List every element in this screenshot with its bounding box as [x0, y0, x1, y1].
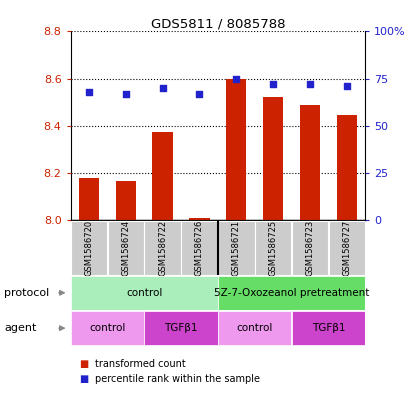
Point — [196, 90, 203, 97]
Bar — [255, 220, 291, 275]
Bar — [218, 220, 254, 275]
Text: protocol: protocol — [4, 288, 49, 298]
Text: GSM1586725: GSM1586725 — [269, 220, 278, 275]
Bar — [71, 276, 218, 310]
Bar — [189, 218, 210, 220]
Bar — [292, 220, 328, 275]
Title: GDS5811 / 8085788: GDS5811 / 8085788 — [151, 17, 285, 30]
Text: control: control — [126, 288, 162, 298]
Bar — [329, 220, 365, 275]
Point — [270, 81, 276, 87]
Bar — [181, 220, 218, 275]
Bar — [292, 311, 365, 345]
Text: GSM1586726: GSM1586726 — [195, 219, 204, 276]
Bar — [71, 220, 107, 275]
Point — [85, 89, 92, 95]
Point — [122, 90, 129, 97]
Text: ■: ■ — [79, 374, 88, 384]
Bar — [79, 178, 99, 220]
Text: percentile rank within the sample: percentile rank within the sample — [95, 374, 261, 384]
Bar — [107, 220, 144, 275]
Text: agent: agent — [4, 323, 37, 333]
Text: GSM1586723: GSM1586723 — [305, 219, 315, 276]
Bar — [144, 220, 181, 275]
Text: TGFβ1: TGFβ1 — [164, 323, 198, 333]
Point — [344, 83, 350, 89]
Bar — [263, 97, 283, 220]
Text: control: control — [237, 323, 273, 333]
Bar — [71, 311, 144, 345]
Bar — [218, 311, 291, 345]
Text: GSM1586722: GSM1586722 — [158, 220, 167, 275]
Text: GSM1586721: GSM1586721 — [232, 220, 241, 275]
Text: control: control — [89, 323, 126, 333]
Point — [233, 75, 239, 82]
Text: TGFβ1: TGFβ1 — [312, 323, 345, 333]
Text: transformed count: transformed count — [95, 358, 186, 369]
Bar — [226, 79, 247, 220]
Bar — [337, 115, 357, 220]
Bar — [300, 105, 320, 220]
Text: ■: ■ — [79, 358, 88, 369]
Text: 5Z-7-Oxozeanol pretreatment: 5Z-7-Oxozeanol pretreatment — [214, 288, 369, 298]
Text: GSM1586720: GSM1586720 — [85, 220, 93, 275]
Text: GSM1586727: GSM1586727 — [342, 219, 351, 276]
Point — [159, 85, 166, 91]
Bar — [116, 181, 136, 220]
Bar — [144, 311, 218, 345]
Point — [307, 81, 313, 87]
Bar — [218, 276, 365, 310]
Bar — [152, 132, 173, 220]
Text: GSM1586724: GSM1586724 — [121, 220, 130, 275]
